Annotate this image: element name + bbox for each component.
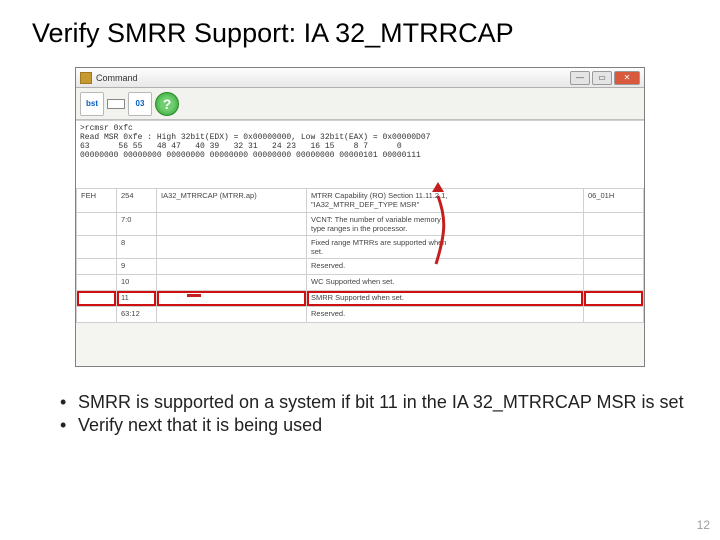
bullet-text: Verify next that it is being used bbox=[78, 414, 322, 437]
cmd-prompt: >rcmsr 0xfc bbox=[80, 124, 640, 133]
cell: VCNT: The number of variable memory type… bbox=[307, 213, 584, 236]
toolbar-btn-03[interactable]: 03 bbox=[128, 92, 152, 116]
table-row: 63:12 Reserved. bbox=[77, 307, 644, 323]
cell bbox=[77, 259, 117, 275]
cell bbox=[77, 213, 117, 236]
bullet-dot: • bbox=[60, 414, 78, 437]
bullet-item: • Verify next that it is being used bbox=[60, 414, 720, 437]
cmd-line3: 00000000 00000000 00000000 00000000 0000… bbox=[80, 151, 640, 160]
register-table: FEH 254 IA32_MTRRCAP (MTRR.ap) MTRR Capa… bbox=[76, 188, 644, 323]
cell: MTRR Capability (RO) Section 11.11.2.1, … bbox=[307, 189, 584, 213]
cell bbox=[77, 291, 117, 307]
cell bbox=[157, 307, 307, 323]
cell: 8 bbox=[117, 236, 157, 259]
cell bbox=[77, 236, 117, 259]
underline-annotation bbox=[187, 294, 201, 297]
cell bbox=[157, 213, 307, 236]
window-title: Command bbox=[96, 73, 138, 83]
cell: 10 bbox=[117, 275, 157, 291]
slide-title: Verify SMRR Support: IA 32_MTRRCAP bbox=[0, 0, 720, 49]
cell: IA32_MTRRCAP (MTRR.ap) bbox=[157, 189, 307, 213]
cell: 254 bbox=[117, 189, 157, 213]
cell-line: "IA32_MTRR_DEF_TYPE MSR" bbox=[311, 200, 579, 209]
cell: Fixed range MTRRs are supported when set… bbox=[307, 236, 584, 259]
help-icon[interactable]: ? bbox=[155, 92, 179, 116]
cell bbox=[157, 259, 307, 275]
cell bbox=[77, 307, 117, 323]
page-number: 12 bbox=[697, 518, 710, 532]
toolbar-btn-bst[interactable]: bst bbox=[80, 92, 104, 116]
cell: WC Supported when set. bbox=[307, 275, 584, 291]
minimize-button[interactable]: — bbox=[570, 71, 590, 85]
table-row: FEH 254 IA32_MTRRCAP (MTRR.ap) MTRR Capa… bbox=[77, 189, 644, 213]
cell bbox=[157, 236, 307, 259]
table-row: 9 Reserved. bbox=[77, 259, 644, 275]
table-row: 10 WC Supported when set. bbox=[77, 275, 644, 291]
cell bbox=[584, 213, 644, 236]
cmd-line2: 63 56 55 48 47 40 39 32 31 24 23 16 15 8… bbox=[80, 142, 640, 151]
command-output: >rcmsr 0xfc Read MSR 0xfe : High 32bit(E… bbox=[76, 120, 644, 188]
cell-line: Fixed range MTRRs are supported when bbox=[311, 238, 579, 247]
cell: 11 bbox=[117, 291, 157, 307]
cell: SMRR Supported when set. bbox=[307, 291, 584, 307]
bullet-list: • SMRR is supported on a system if bit 1… bbox=[60, 391, 720, 436]
cell bbox=[584, 307, 644, 323]
cell bbox=[77, 275, 117, 291]
table-row: 7:0 VCNT: The number of variable memory … bbox=[77, 213, 644, 236]
screenshot-window: Command — ▭ ✕ bst 03 ? >rcmsr 0xfc Read … bbox=[75, 67, 645, 367]
table-row: 8 Fixed range MTRRs are supported when s… bbox=[77, 236, 644, 259]
cell-line: VCNT: The number of variable memory bbox=[311, 215, 579, 224]
cell bbox=[157, 291, 307, 307]
window-titlebar: Command — ▭ ✕ bbox=[76, 68, 644, 88]
cell bbox=[157, 275, 307, 291]
maximize-button[interactable]: ▭ bbox=[592, 71, 612, 85]
cell bbox=[584, 275, 644, 291]
cell: 7:0 bbox=[117, 213, 157, 236]
table-row-highlighted: 11 SMRR Supported when set. bbox=[77, 291, 644, 307]
bullet-dot: • bbox=[60, 391, 78, 414]
cell: 06_01H bbox=[584, 189, 644, 213]
cell-line: MTRR Capability (RO) Section 11.11.2.1, bbox=[311, 191, 579, 200]
close-button[interactable]: ✕ bbox=[614, 71, 640, 85]
cell: Reserved. bbox=[307, 259, 584, 275]
cell bbox=[584, 291, 644, 307]
cmd-line1: Read MSR 0xfe : High 32bit(EDX) = 0x0000… bbox=[80, 133, 640, 142]
cell-line: set. bbox=[311, 247, 579, 256]
cell: 9 bbox=[117, 259, 157, 275]
cell bbox=[584, 236, 644, 259]
app-icon bbox=[80, 72, 92, 84]
cell bbox=[584, 259, 644, 275]
cell: Reserved. bbox=[307, 307, 584, 323]
bullet-item: • SMRR is supported on a system if bit 1… bbox=[60, 391, 720, 414]
window-controls: — ▭ ✕ bbox=[570, 71, 640, 85]
cell: 63:12 bbox=[117, 307, 157, 323]
toolbar: bst 03 ? bbox=[76, 88, 644, 120]
cell: FEH bbox=[77, 189, 117, 213]
bullet-text: SMRR is supported on a system if bit 11 … bbox=[78, 391, 684, 414]
toolbar-sep bbox=[107, 99, 125, 109]
cell-line: type ranges in the processor. bbox=[311, 224, 579, 233]
